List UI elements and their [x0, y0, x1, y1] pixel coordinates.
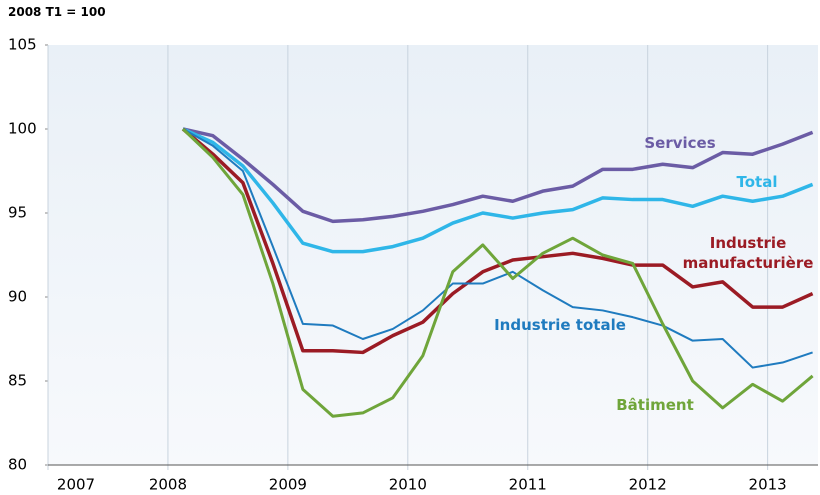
- y-tick-label: 90: [8, 288, 27, 306]
- y-tick-label: 85: [8, 372, 27, 390]
- series-line: [182, 127, 814, 254]
- y-axis-label: 2008 T1 = 100: [8, 5, 106, 19]
- x-tick-label: 2011: [509, 476, 547, 494]
- series-label: Industrie manufacturière: [682, 234, 814, 272]
- x-tick-label: 2008: [149, 476, 187, 494]
- series-line: [182, 127, 814, 224]
- x-tick-label: 2007: [57, 476, 95, 494]
- series-line: [182, 128, 813, 369]
- plot-background: [48, 45, 818, 465]
- series-line: [181, 127, 814, 355]
- series-line: [181, 127, 814, 418]
- series-label: Total: [736, 173, 778, 191]
- y-tick-label: 105: [8, 36, 37, 54]
- y-tick-label: 100: [8, 120, 37, 138]
- x-tick-label: 2013: [749, 476, 787, 494]
- x-tick-label: 2010: [389, 476, 427, 494]
- series-label: Bâtiment: [616, 396, 694, 414]
- y-tick-label: 80: [8, 456, 27, 474]
- x-tick-label: 2009: [269, 476, 307, 494]
- series-label: Services: [644, 134, 716, 152]
- series-label: Industrie totale: [494, 316, 626, 334]
- x-tick-label: 2012: [629, 476, 667, 494]
- y-tick-label: 95: [8, 204, 27, 222]
